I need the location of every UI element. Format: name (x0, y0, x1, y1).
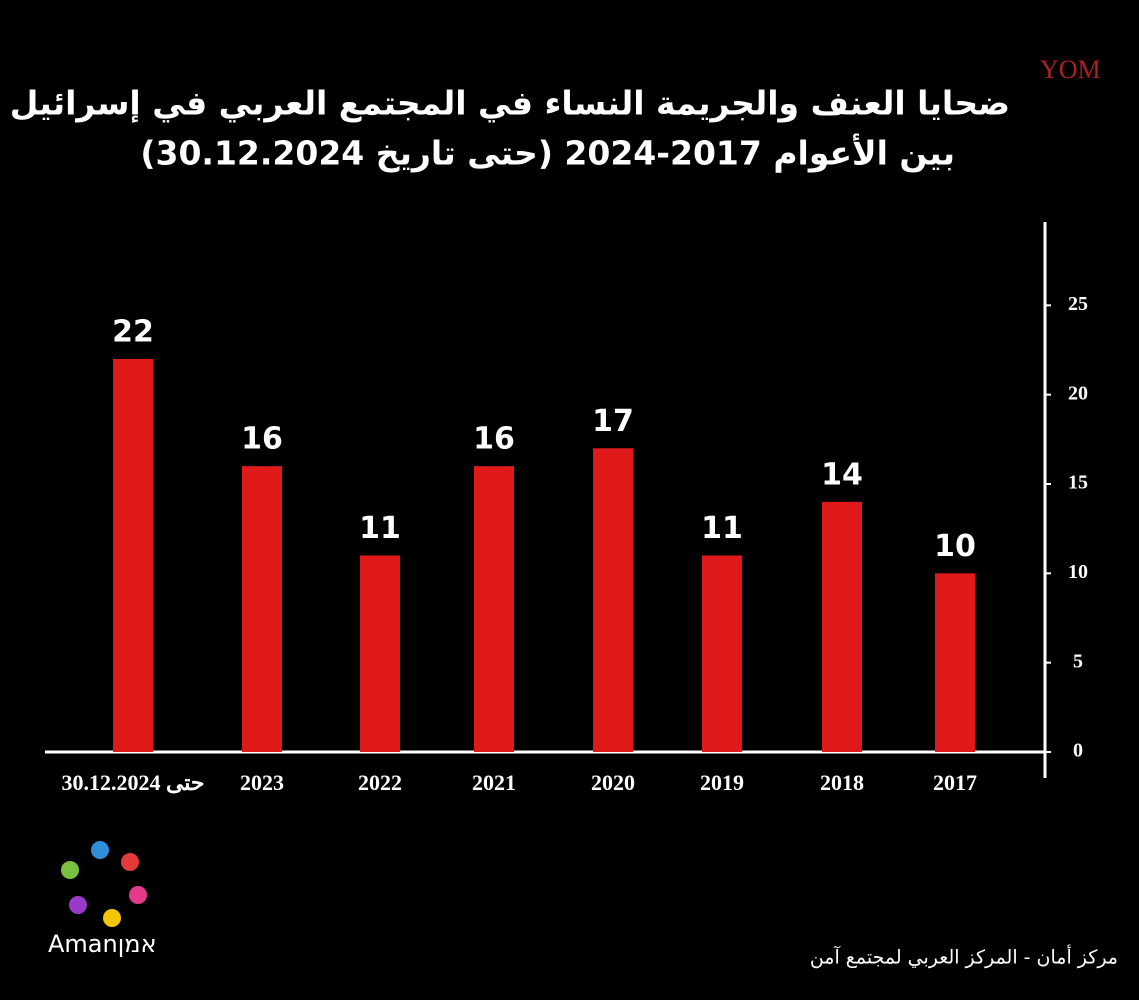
y-tick-label: 25 (1068, 293, 1088, 315)
logo-dot (69, 896, 87, 914)
x-tick-label: 2019 (700, 770, 744, 795)
logo-dot (91, 841, 109, 859)
bar (702, 555, 742, 752)
x-tick-label: 2021 (472, 770, 516, 795)
value-label: 22 (112, 314, 154, 349)
bar (593, 448, 633, 752)
logo-dot (121, 853, 139, 871)
value-label: 16 (473, 422, 515, 457)
bar (242, 466, 282, 752)
x-tick-label: 2023 (240, 770, 284, 795)
x-tick-label: 2018 (820, 770, 864, 795)
bar (822, 501, 862, 752)
y-tick-label: 5 (1073, 650, 1083, 672)
y-tick-label: 10 (1068, 561, 1088, 583)
logo-text: Amanאמן (48, 930, 157, 958)
value-label: 11 (701, 511, 743, 546)
value-label: 14 (821, 457, 863, 492)
value-label: 11 (359, 511, 401, 546)
y-tick-label: 20 (1068, 382, 1088, 404)
logo-dot (61, 861, 79, 879)
logo (61, 841, 147, 927)
x-tick-label: 2022 (358, 770, 402, 795)
x-tick-label: 2017 (933, 770, 977, 795)
bar (360, 555, 400, 752)
bar (474, 466, 514, 752)
chart-subtitle: بين الأعوام 2017-2024 (حتى تاريخ 30.12.2… (140, 133, 955, 174)
chart-title: ضحايا العنف والجريمة النساء في المجتمع ا… (10, 84, 1010, 124)
logo-dot (129, 886, 147, 904)
watermark: YOM (1040, 55, 1101, 84)
value-label: 10 (934, 529, 976, 564)
y-tick-label: 15 (1068, 472, 1088, 494)
value-label: 17 (592, 404, 634, 439)
footer: مركز أمان - المركز العربي لمجتمع آمن (810, 945, 1118, 969)
bar (935, 573, 975, 752)
x-tick-label: 2020 (591, 770, 635, 795)
bar (113, 358, 153, 752)
y-tick-label: 0 (1073, 740, 1083, 762)
logo-dot (103, 909, 121, 927)
x-tick-label: حتى 30.12.2024 (61, 770, 204, 795)
value-label: 16 (241, 422, 283, 457)
